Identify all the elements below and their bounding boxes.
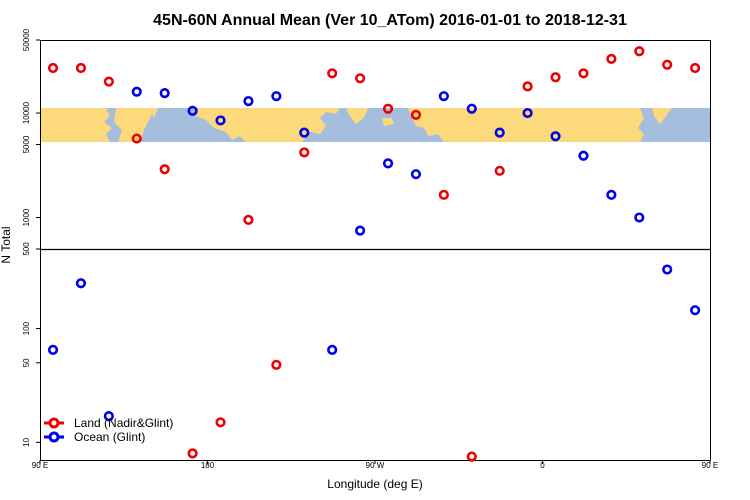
legend-label-land: Land (Nadir&Glint) bbox=[74, 416, 173, 430]
x-tick-label: 90 E bbox=[32, 461, 48, 470]
map-land-greenland bbox=[346, 108, 368, 124]
y-tick-label: 1000 bbox=[22, 208, 31, 226]
y-tick-label: 5000 bbox=[22, 135, 31, 153]
legend-marker-ocean bbox=[48, 431, 60, 443]
land-point bbox=[215, 417, 226, 428]
map-land-iceland bbox=[382, 118, 394, 126]
land-point bbox=[606, 53, 617, 64]
data-points bbox=[47, 46, 701, 462]
map-land-asia-east bbox=[114, 108, 156, 142]
land-point bbox=[299, 147, 310, 158]
y-tick-label: 50000 bbox=[22, 28, 31, 51]
land-point bbox=[103, 76, 114, 87]
land-point bbox=[355, 73, 366, 84]
legend-marker-land bbox=[48, 417, 60, 429]
land-point bbox=[634, 46, 645, 57]
ocean-point bbox=[299, 127, 310, 138]
ocean-point bbox=[271, 91, 282, 102]
plot-frame bbox=[40, 40, 711, 461]
x-tick-label: 90 E bbox=[702, 461, 718, 470]
land-point bbox=[75, 62, 87, 74]
x-axis-label: Longitude (deg E) bbox=[327, 477, 422, 491]
land-point bbox=[522, 81, 533, 92]
ocean-point bbox=[355, 225, 366, 236]
map-land-asia-west bbox=[40, 108, 112, 142]
land-point bbox=[382, 103, 394, 114]
ocean-point bbox=[494, 127, 505, 138]
ocean-point bbox=[243, 96, 254, 107]
ocean-point bbox=[410, 169, 422, 180]
land-point bbox=[271, 359, 282, 370]
y-tick-label: 10 bbox=[22, 437, 31, 446]
ocean-point bbox=[75, 278, 87, 289]
land-point bbox=[578, 68, 589, 79]
land-point bbox=[410, 109, 422, 120]
legend-label-ocean: Ocean (Glint) bbox=[74, 430, 145, 444]
ocean-point bbox=[522, 107, 533, 119]
land-point bbox=[550, 72, 561, 83]
ocean-point bbox=[327, 344, 338, 355]
ocean-point bbox=[578, 150, 589, 161]
ocean-point bbox=[159, 88, 170, 99]
ocean-point bbox=[103, 411, 114, 422]
land-point bbox=[466, 451, 477, 462]
ocean-point bbox=[634, 212, 645, 223]
chart-title: 45N-60N Annual Mean (Ver 10_ATom) 2016-0… bbox=[153, 12, 627, 29]
y-tick-label: 10000 bbox=[22, 101, 31, 124]
ocean-point bbox=[550, 131, 561, 142]
ocean-point bbox=[606, 189, 617, 200]
x-tick-label: 90 W bbox=[366, 461, 385, 470]
y-tick-label: 50 bbox=[22, 358, 31, 367]
y-tick-label: 500 bbox=[22, 242, 31, 256]
ocean-point bbox=[662, 264, 673, 275]
legend: Land (Nadir&Glint) Ocean (Glint) bbox=[44, 416, 173, 444]
y-tick-label: 100 bbox=[22, 321, 31, 335]
y-axis-label: N Total bbox=[0, 226, 13, 263]
map-land-kamchatka bbox=[150, 108, 158, 118]
ocean-point bbox=[187, 105, 198, 116]
land-point bbox=[159, 164, 170, 175]
land-point bbox=[690, 62, 701, 74]
x-tick-label: 0 bbox=[540, 461, 545, 470]
ocean-point bbox=[47, 344, 59, 355]
ocean-point bbox=[215, 115, 226, 126]
land-point bbox=[438, 189, 449, 200]
land-point bbox=[662, 59, 673, 70]
map-land-europe bbox=[408, 108, 644, 142]
ocean-point bbox=[438, 91, 449, 102]
ocean-point bbox=[466, 103, 477, 114]
y-axis-ticks: 50000 10000 5000 1000 500 100 50 10 bbox=[22, 28, 40, 447]
map-land-north-america bbox=[196, 108, 340, 142]
land-point bbox=[131, 133, 142, 144]
ocean-point bbox=[382, 158, 394, 169]
land-point bbox=[187, 448, 198, 459]
ocean-point bbox=[131, 86, 142, 97]
land-point bbox=[47, 62, 59, 74]
map-land-kamchatka-right bbox=[652, 108, 672, 124]
ocean-point bbox=[690, 305, 701, 316]
land-point bbox=[243, 214, 254, 225]
x-axis-ticks: 90 E 180 90 W 0 90 E bbox=[32, 460, 718, 470]
world-map-strip bbox=[40, 108, 710, 142]
land-point bbox=[327, 68, 338, 79]
x-tick-label: 180 bbox=[201, 461, 215, 470]
land-point bbox=[494, 165, 505, 176]
